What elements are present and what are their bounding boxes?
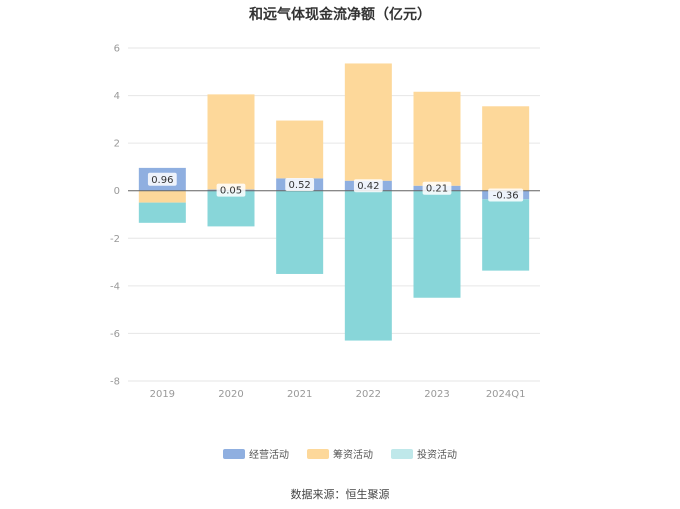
- data-label-bg: [216, 183, 246, 197]
- legend-swatch-operating: [223, 448, 245, 459]
- data-label: 0.52: [289, 180, 311, 191]
- y-tick-label: 6: [114, 44, 120, 55]
- data-label: 0.42: [357, 181, 379, 192]
- bar-筹资活动-2023: [413, 91, 461, 186]
- source-note: 数据来源：恒生聚源: [290, 488, 390, 501]
- data-label: -0.36: [493, 190, 519, 201]
- grid-lines: [128, 47, 540, 382]
- legend-item-financing[interactable]: 筹资活动: [307, 446, 373, 461]
- y-tick-label: -6: [110, 329, 120, 340]
- y-tick-label: 4: [114, 91, 120, 102]
- y-tick-label: 2: [114, 139, 120, 150]
- legend-item-operating[interactable]: 经营活动: [223, 446, 289, 461]
- bar-筹资活动-2020: [207, 94, 255, 190]
- y-tick-label: 0: [114, 186, 120, 197]
- y-tick-label: -2: [110, 234, 120, 245]
- data-labels: 0.96 0.05 0.52 0.42 0.21 -0.36: [147, 172, 524, 202]
- bar-筹资活动-2024Q1: [482, 106, 530, 191]
- legend-swatch-financing: [307, 448, 329, 459]
- cash-flow-chart: 6 4 2 0 -2 -4 -6 -8 2019 2020 2021 2022 2023 2024Q1 0…: [110, 44, 540, 400]
- legend-item-investing[interactable]: 投资活动: [391, 446, 457, 461]
- bars: [138, 63, 530, 341]
- bar-投资活动-2024Q1: [482, 199, 530, 271]
- bar-投资活动-2023: [413, 190, 461, 298]
- data-label-bg: [488, 188, 524, 202]
- bar-投资活动-2021: [276, 190, 324, 274]
- legend: 经营活动 筹资活动 投资活动: [0, 446, 680, 461]
- x-tick-label: 2021: [287, 389, 312, 400]
- legend-swatch-investing: [391, 448, 413, 459]
- axes: 6 4 2 0 -2 -4 -6 -8 2019 2020 2021 2022 2023 2024Q1: [110, 44, 540, 400]
- x-tick-label: 2022: [356, 389, 381, 400]
- chart-title: 和远气体现金流净额（亿元）: [249, 7, 431, 23]
- x-tick-label: 2024Q1: [486, 389, 526, 400]
- y-tick-label: -8: [110, 377, 120, 388]
- bar-筹资活动-2021: [276, 120, 324, 179]
- legend-label-investing: 投资活动: [417, 450, 457, 461]
- x-tick-label: 2019: [150, 389, 175, 400]
- x-tick-label: 2023: [424, 389, 449, 400]
- data-label: 0.21: [426, 184, 448, 195]
- data-label-bg: [353, 179, 383, 193]
- y-tick-label: -4: [110, 281, 120, 292]
- data-label: 0.96: [151, 175, 173, 186]
- data-label-bg: [147, 172, 177, 186]
- data-label-bg: [285, 178, 315, 192]
- bar-投资活动-2020: [207, 190, 255, 227]
- data-label-bg: [422, 181, 452, 195]
- bar-筹资活动-2022: [344, 63, 392, 181]
- bar-投资活动-2019: [138, 202, 186, 223]
- x-tick-label: 2020: [218, 389, 243, 400]
- bar-投资活动-2022: [344, 190, 392, 341]
- data-label: 0.05: [220, 186, 242, 197]
- bar-筹资活动-2019: [138, 190, 186, 203]
- legend-label-operating: 经营活动: [249, 450, 289, 461]
- legend-label-financing: 筹资活动: [333, 450, 373, 461]
